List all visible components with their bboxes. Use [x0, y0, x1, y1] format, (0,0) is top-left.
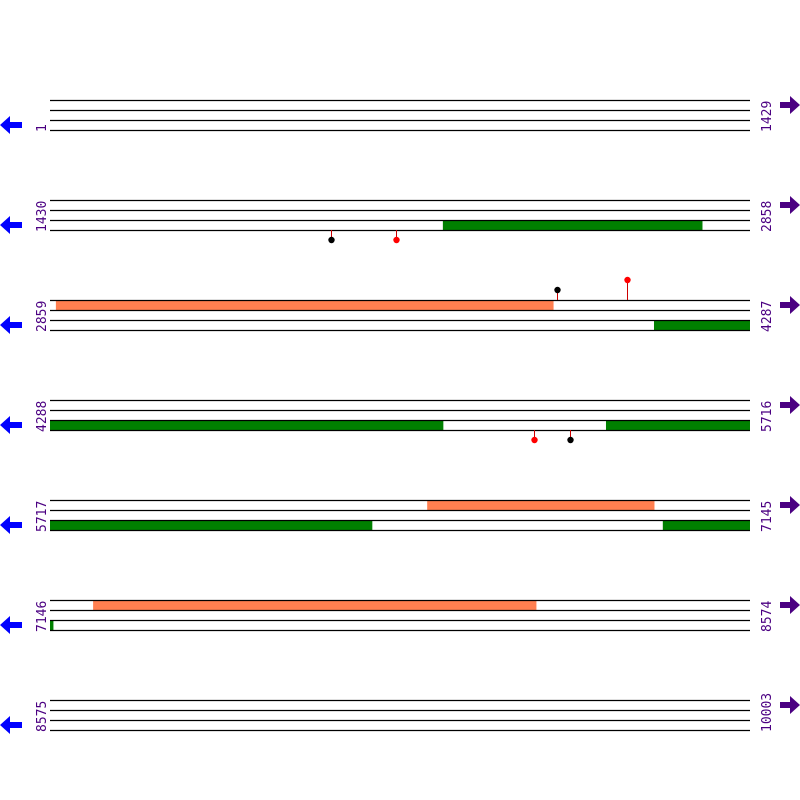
row-start-label: 2859: [35, 301, 50, 332]
row-start-label: 8575: [35, 701, 50, 732]
marker-red-dot[interactable]: [393, 236, 400, 244]
map-row: 1 1429: [0, 96, 800, 134]
map-row: 1430 2858: [0, 196, 800, 244]
arrow-right-icon[interactable]: [780, 396, 800, 414]
arrow-right-icon[interactable]: [780, 496, 800, 514]
marker-red-dot[interactable]: [624, 276, 631, 284]
arrow-right-icon[interactable]: [780, 696, 800, 714]
marker-black-dot[interactable]: [567, 436, 574, 444]
arrow-right-icon[interactable]: [780, 196, 800, 214]
arrow-left-icon[interactable]: [0, 216, 22, 234]
row-end-label: 10003: [760, 693, 775, 732]
arrow-left-icon[interactable]: [0, 616, 22, 634]
arrow-left-icon[interactable]: [0, 516, 22, 534]
feature-bottom-track[interactable]: [653, 320, 750, 330]
feature-bottom-track[interactable]: [50, 420, 444, 430]
arrow-left-icon[interactable]: [0, 316, 22, 334]
marker-black-dot[interactable]: [328, 236, 335, 244]
arrow-left-icon[interactable]: [0, 716, 22, 734]
row-end-label: 7145: [760, 501, 775, 532]
row-start-label: 4288: [35, 401, 50, 432]
feature-top-track[interactable]: [93, 600, 537, 610]
marker-red-dot[interactable]: [531, 436, 538, 444]
map-row: 7146 8574: [0, 596, 800, 634]
row-end-label: 8574: [760, 601, 775, 632]
row-start-label: 7146: [35, 601, 50, 632]
map-row: 2859 4287: [0, 276, 800, 334]
feature-bottom-track[interactable]: [662, 520, 750, 530]
feature-top-track[interactable]: [427, 500, 655, 510]
map-row: 8575 10003: [0, 693, 800, 734]
arrow-left-icon[interactable]: [0, 416, 22, 434]
row-end-label: 1429: [760, 101, 775, 132]
feature-bottom-track[interactable]: [605, 420, 750, 430]
feature-top-track[interactable]: [55, 300, 554, 310]
feature-bottom-track[interactable]: [442, 220, 703, 230]
row-end-label: 4287: [760, 301, 775, 332]
row-start-label: 1430: [35, 201, 50, 232]
arrow-right-icon[interactable]: [780, 96, 800, 114]
arrow-right-icon[interactable]: [780, 596, 800, 614]
map-row: 5717 7145: [0, 496, 800, 534]
feature-bottom-track[interactable]: [50, 620, 54, 630]
row-start-label: 5717: [35, 501, 50, 532]
marker-black-dot[interactable]: [554, 286, 561, 294]
arrow-left-icon[interactable]: [0, 116, 22, 134]
map-row: 4288 5716: [0, 396, 800, 444]
row-start-label: 1: [35, 124, 50, 132]
row-end-label: 2858: [760, 201, 775, 232]
feature-bottom-track[interactable]: [50, 520, 373, 530]
row-end-label: 5716: [760, 401, 775, 432]
arrow-right-icon[interactable]: [780, 296, 800, 314]
